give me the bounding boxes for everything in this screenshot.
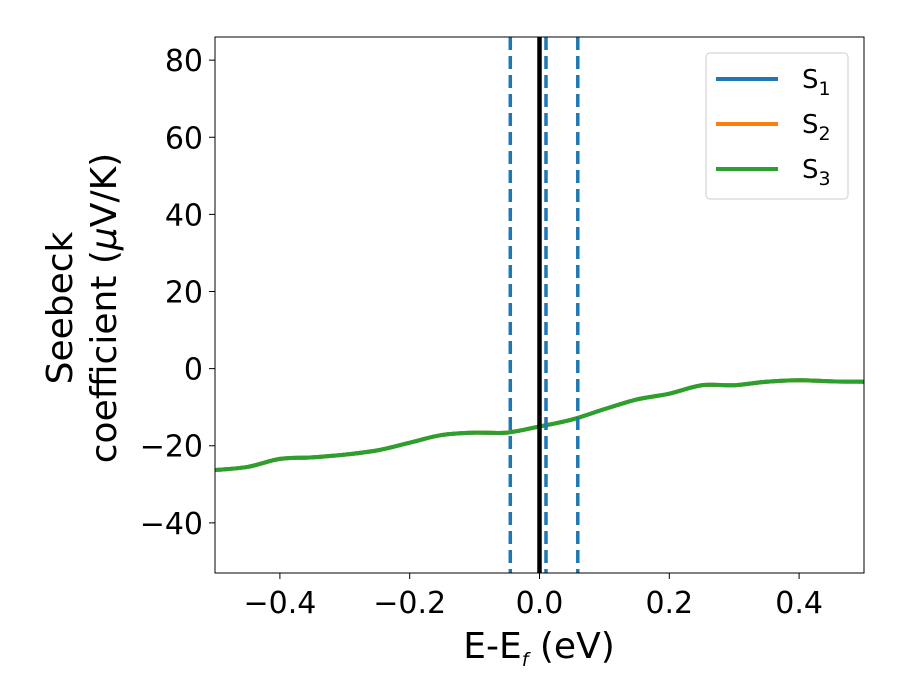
x-tick-label: 0.4 bbox=[775, 586, 823, 621]
x-tick-label: −0.4 bbox=[243, 586, 316, 621]
x-axis-label-sub: f bbox=[522, 649, 532, 671]
x-axis-label-unit: (eV) bbox=[540, 626, 615, 667]
plot-layer bbox=[215, 37, 864, 573]
x-tick-label: 0.0 bbox=[516, 586, 564, 621]
plot-area bbox=[215, 37, 864, 573]
y-axis-label-line1: Seebeck bbox=[40, 231, 81, 384]
legend-label-s1: S1 bbox=[802, 65, 831, 100]
y-tick-label: 40 bbox=[165, 198, 203, 233]
legend: S1 S2 S3 bbox=[705, 52, 849, 200]
x-tick-label: −0.2 bbox=[373, 586, 446, 621]
x-tick-label: 0.2 bbox=[645, 586, 693, 621]
y-axis-label: Seebeck coefficient (μV/K) bbox=[40, 153, 125, 463]
y-tick-label: −40 bbox=[140, 507, 203, 542]
legend-label-s3: S3 bbox=[802, 155, 831, 190]
y-tick-label: −20 bbox=[140, 430, 203, 465]
legend-label-s2: S2 bbox=[802, 110, 831, 145]
x-axis-ticks: −0.4 −0.2 0.0 0.2 0.4 bbox=[243, 573, 823, 621]
x-axis-label-main: E-E bbox=[463, 626, 521, 667]
y-tick-label: 80 bbox=[165, 44, 203, 79]
y-tick-label: 20 bbox=[165, 276, 203, 311]
y-axis-label-line2: coefficient (μV/K) bbox=[84, 153, 125, 463]
x-axis-label: E-Ef (eV) bbox=[463, 626, 615, 671]
y-tick-label: 60 bbox=[165, 121, 203, 156]
y-tick-label: 0 bbox=[184, 353, 203, 388]
y-axis-ticks: −40 −20 0 20 40 60 80 bbox=[140, 44, 215, 542]
